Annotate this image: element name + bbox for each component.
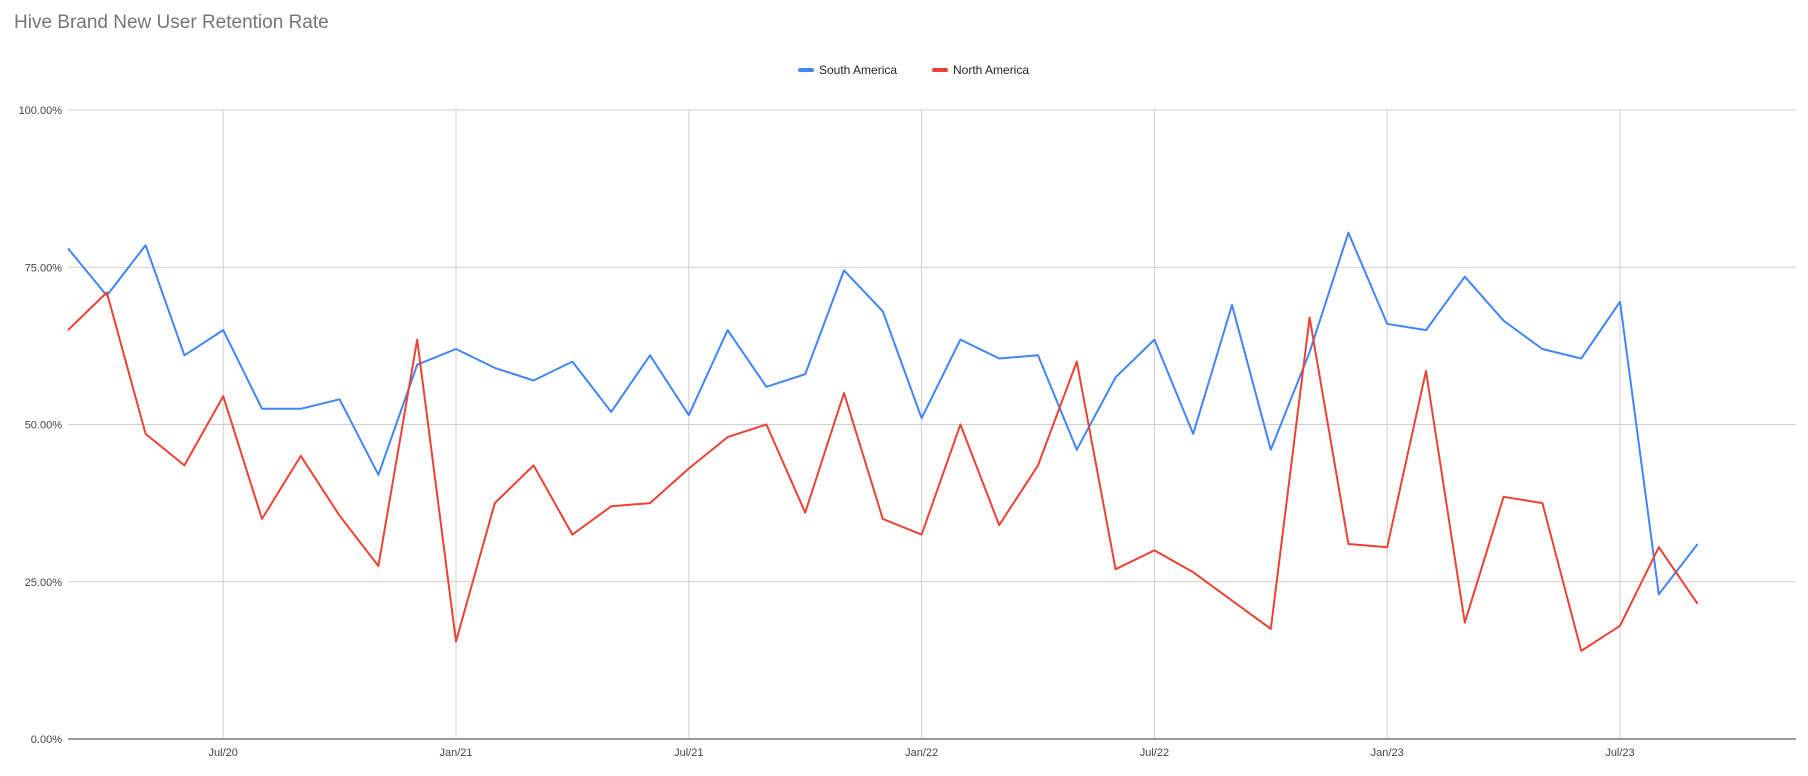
y-tick-label: 50.00% xyxy=(25,420,63,432)
legend: South America North America xyxy=(798,63,1029,77)
x-tick-label: Jan/23 xyxy=(1371,747,1404,759)
chart-title: Hive Brand New User Retention Rate xyxy=(14,12,329,33)
y-tick-label: 0.00% xyxy=(31,734,62,746)
series-line-south-america xyxy=(67,231,1699,596)
y-tick-label: 100.00% xyxy=(19,105,63,117)
x-tick-label: Jul/20 xyxy=(209,747,238,759)
x-tick-label: Jul/21 xyxy=(674,747,703,759)
legend-label: South America xyxy=(819,63,897,77)
series-lines xyxy=(67,231,1699,652)
tick-labels: 0.00% 25.00% 50.00% 75.00% 100.00% Jul/20 Jan/… xyxy=(19,105,1635,759)
legend-label: North America xyxy=(953,63,1029,77)
y-tick-label: 25.00% xyxy=(25,577,63,589)
series-line-north-america xyxy=(67,291,1699,652)
x-tick-label: Jul/22 xyxy=(1140,747,1169,759)
x-tick-label: Jan/22 xyxy=(905,747,938,759)
grid-lines xyxy=(68,109,1796,739)
x-tick-label: Jan/21 xyxy=(439,747,472,759)
y-tick-label: 75.00% xyxy=(25,262,63,274)
x-tick-label: Jul/23 xyxy=(1605,747,1634,759)
